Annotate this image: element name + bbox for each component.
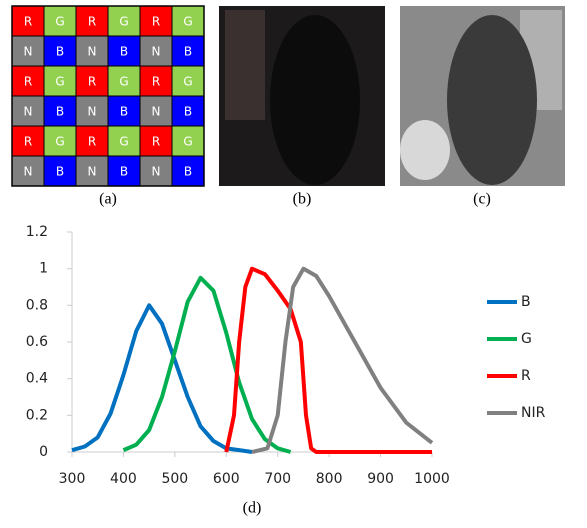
- legend-label: B: [521, 294, 531, 310]
- y-tick-label: 0: [39, 444, 48, 460]
- mosaic-label: G: [55, 135, 64, 149]
- mosaic-cell: [139, 125, 173, 157]
- mosaic-label: G: [119, 135, 128, 149]
- mosaic-label: G: [119, 75, 128, 89]
- y-tick-label: 0.8: [26, 297, 48, 313]
- mosaic-label: B: [56, 45, 64, 59]
- mosaic-label: B: [120, 165, 128, 179]
- mosaic-cell: [171, 155, 205, 187]
- mosaic-label: G: [183, 135, 192, 149]
- series-line: [251, 266, 434, 454]
- photo-nir-shoe: [447, 15, 537, 185]
- mosaic-label: G: [183, 75, 192, 89]
- mosaic-cell: [43, 95, 77, 127]
- mosaic-cell: [75, 95, 109, 127]
- legend-label: G: [521, 331, 532, 347]
- mosaic-label: B: [120, 105, 128, 119]
- mosaic-cell: [43, 5, 77, 37]
- legend-label: R: [521, 368, 531, 384]
- y-tick-label: 0.6: [26, 334, 48, 350]
- mosaic-label: N: [88, 105, 97, 119]
- mosaic-label: N: [152, 165, 161, 179]
- series-line: [122, 275, 292, 454]
- mosaic-label: R: [152, 75, 160, 89]
- x-tick-label: 600: [213, 471, 240, 487]
- x-tick-label: 900: [367, 471, 394, 487]
- mosaic-cell: [107, 65, 141, 97]
- mosaic-cell: [75, 35, 109, 67]
- mosaic-label: R: [24, 15, 32, 29]
- mosaic-cell: [107, 95, 141, 127]
- legend-label: NIR: [521, 405, 546, 421]
- mosaic-label: N: [88, 45, 97, 59]
- mosaic-border: [11, 5, 205, 187]
- mosaic-label: B: [184, 45, 192, 59]
- x-tick-label: 300: [59, 471, 86, 487]
- caption: (a): [99, 191, 117, 208]
- y-tick-label: 1: [39, 261, 48, 277]
- mosaic-label: R: [24, 135, 32, 149]
- mosaic-cell: [43, 65, 77, 97]
- x-tick-label: 700: [264, 471, 291, 487]
- mosaic-label: G: [119, 15, 128, 29]
- series-line: [224, 266, 432, 454]
- mosaic-cell: [139, 5, 173, 37]
- mosaic-label: G: [55, 15, 64, 29]
- mosaic-label: B: [184, 105, 192, 119]
- mosaic-label: N: [152, 45, 161, 59]
- series-line: [71, 303, 253, 454]
- mosaic-cell: [11, 5, 45, 37]
- y-tick-label: 1.2: [26, 224, 48, 240]
- mosaic-cell: [139, 95, 173, 127]
- mosaic-label: B: [184, 165, 192, 179]
- mosaic-cell: [139, 155, 173, 187]
- mosaic-label: R: [88, 135, 96, 149]
- photo-rgb-detail: [225, 10, 265, 120]
- mosaic-cell: [11, 35, 45, 67]
- mosaic-cell: [107, 5, 141, 37]
- mosaic-label: N: [24, 165, 33, 179]
- mosaic-label: B: [120, 45, 128, 59]
- x-tick-label: 800: [316, 471, 343, 487]
- x-tick-label: 500: [161, 471, 188, 487]
- mosaic-label: N: [152, 105, 161, 119]
- mosaic-cell: [75, 125, 109, 157]
- mosaic-label: R: [88, 15, 96, 29]
- photo-rgb-shoe: [270, 15, 360, 185]
- mosaic-label: N: [24, 105, 33, 119]
- y-tick-label: 0.2: [26, 407, 48, 423]
- mosaic-cell: [11, 65, 45, 97]
- mosaic-label: G: [183, 15, 192, 29]
- mosaic-label: R: [24, 75, 32, 89]
- caption: (d): [243, 500, 262, 517]
- mosaic-label: R: [152, 135, 160, 149]
- photo-nir-bear: [400, 120, 450, 180]
- mosaic-label: R: [88, 75, 96, 89]
- mosaic-cell: [171, 35, 205, 67]
- mosaic-cell: [171, 95, 205, 127]
- mosaic-cell: [75, 65, 109, 97]
- mosaic-label: R: [152, 15, 160, 29]
- mosaic-cell: [139, 65, 173, 97]
- x-tick-label: 1000: [414, 471, 450, 487]
- mosaic-label: B: [56, 105, 64, 119]
- y-tick-label: 0.4: [26, 371, 48, 387]
- mosaic-label: B: [56, 165, 64, 179]
- mosaic-label: G: [55, 75, 64, 89]
- caption: (b): [293, 191, 312, 208]
- x-tick-label: 400: [110, 471, 137, 487]
- caption: (c): [473, 191, 491, 208]
- mosaic-label: N: [88, 165, 97, 179]
- mosaic-label: N: [24, 45, 33, 59]
- mosaic-cell: [139, 35, 173, 67]
